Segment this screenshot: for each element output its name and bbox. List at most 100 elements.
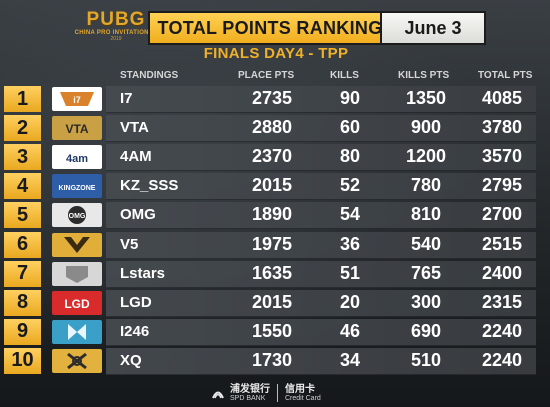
pubg-logo: PUBG CHINA PRO INVITATIONAL 2019 <box>75 2 158 48</box>
top-bar: PUBG CHINA PRO INVITATIONAL 2019 TOTAL P… <box>0 9 550 45</box>
lgd-logo-icon-graphic: LGD <box>64 297 90 311</box>
4am-logo-icon: 4am <box>52 145 102 170</box>
bank-en-text: SPD BANK <box>230 394 266 402</box>
rank-badge: 4 <box>4 173 41 200</box>
rank-number: 9 <box>16 320 29 343</box>
omg-logo-icon-graphic: OMG <box>68 206 86 225</box>
kills: 54 <box>339 204 361 225</box>
row-strip: Lstars 1635 51 765 2400 <box>106 260 536 288</box>
kills-pts: 1350 <box>405 88 447 108</box>
rank-number: 2 <box>16 116 29 139</box>
kills-pts: 690 <box>410 320 442 341</box>
place-pts: 1890 <box>251 204 293 225</box>
table-row: 2 VTA VTA 2880 60 900 3780 <box>0 115 550 143</box>
kills-pts: 810 <box>410 204 442 225</box>
kills: 60 <box>339 117 361 138</box>
total-pts: 4085 <box>481 88 523 108</box>
kills: 20 <box>339 291 361 312</box>
team-name: I246 <box>120 322 150 340</box>
team-name: 4AM <box>120 148 152 166</box>
svg-text:LGD: LGD <box>64 297 90 311</box>
vta-logo-icon: VTA <box>52 116 102 141</box>
rank-badge: 1 <box>4 86 41 112</box>
sponsor-footer: 浦发银行 SPD BANK 信用卡 Credit Card <box>210 381 370 405</box>
i246-logo-icon <box>52 319 102 344</box>
col-standings: STANDINGS <box>120 70 179 81</box>
row-strip: VTA 2880 60 900 3780 <box>106 115 536 143</box>
logo-sub-text: CHINA PRO INVITATIONAL <box>74 29 158 36</box>
lgd-logo-icon: LGD <box>52 290 102 315</box>
kills: 51 <box>339 262 361 283</box>
row-strip: KZ_SSS 2015 52 780 2795 <box>106 173 536 201</box>
kills-pts: 765 <box>410 262 442 283</box>
rank-number: 3 <box>16 145 29 168</box>
table-row: 10 XQ 1730 34 510 2240 <box>0 347 550 375</box>
team-name: KZ_SSS <box>120 177 179 195</box>
table-row: 1 i7 I7 2735 90 1350 4085 <box>0 86 550 113</box>
total-pts: 2795 <box>481 175 523 196</box>
i246-logo-icon-graphic <box>68 323 86 340</box>
logo-main-text: PUBG <box>86 8 146 30</box>
total-pts: 2240 <box>481 320 523 341</box>
svg-text:VTA: VTA <box>65 122 88 136</box>
footer-divider <box>277 384 278 402</box>
total-pts: 3780 <box>481 117 523 138</box>
4am-logo-icon-graphic: 4am <box>66 153 88 165</box>
kills: 36 <box>339 233 361 254</box>
row-strip: V5 1975 36 540 2515 <box>106 231 536 259</box>
rank-number: 8 <box>16 291 29 314</box>
total-pts: 2400 <box>481 262 523 283</box>
table-row: 4 KINGZONE KZ_SSS 2015 52 780 2795 <box>0 173 550 201</box>
row-strip: OMG 1890 54 810 2700 <box>106 202 536 230</box>
table-row: 8 LGD LGD 2015 20 300 2315 <box>0 289 550 317</box>
total-pts: 2240 <box>481 349 523 370</box>
place-pts: 1550 <box>251 320 293 341</box>
rank-badge: 9 <box>4 318 41 345</box>
row-strip: I7 2735 90 1350 4085 <box>106 86 536 113</box>
xq-logo-icon-graphic <box>67 352 87 370</box>
team-name: OMG <box>120 206 156 224</box>
vta-logo-icon-graphic: VTA <box>65 122 88 136</box>
rank-badge: 2 <box>4 115 41 142</box>
team-name: I7 <box>120 90 133 107</box>
i7-logo-icon-graphic: i7 <box>60 92 94 106</box>
table-row: 6 V5 1975 36 540 2515 <box>0 231 550 259</box>
total-pts: 2515 <box>481 233 523 254</box>
total-pts: 2700 <box>481 204 523 225</box>
svg-text:OMG: OMG <box>69 213 86 220</box>
rank-badge: 8 <box>4 289 41 316</box>
v5-logo-icon-graphic <box>64 236 90 253</box>
kz-sss-logo-icon: KINGZONE <box>52 174 102 199</box>
kills: 80 <box>339 146 361 167</box>
kills: 34 <box>339 349 361 370</box>
v5-logo-icon <box>52 232 102 257</box>
rank-number: 1 <box>16 87 29 110</box>
rank-badge: 5 <box>4 202 41 229</box>
lstars-logo-icon-graphic <box>66 265 88 283</box>
rank-badge: 6 <box>4 231 41 258</box>
card-name: 信用卡 Credit Card <box>285 384 321 403</box>
date-text: June 3 <box>404 17 462 38</box>
subtitle-bar: FINALS DAY4 - TPP <box>196 44 356 62</box>
rank-number: 7 <box>16 262 29 285</box>
place-pts: 1975 <box>251 233 293 254</box>
team-name: XQ <box>120 351 142 369</box>
place-pts: 2015 <box>251 175 293 196</box>
col-total-pts: TOTAL PTS <box>478 70 533 81</box>
total-pts: 2315 <box>481 291 523 312</box>
team-name: V5 <box>120 235 139 253</box>
rank-badge: 3 <box>4 144 41 171</box>
kills-pts: 300 <box>410 291 442 312</box>
col-place-pts: PLACE PTS <box>238 70 295 81</box>
table-row: 9 I246 1550 46 690 2240 <box>0 318 550 346</box>
logo-year-text: 2019 <box>110 35 122 42</box>
row-strip: LGD 2015 20 300 2315 <box>106 289 536 317</box>
rank-number: 4 <box>16 174 29 197</box>
col-kills: KILLS <box>330 70 359 81</box>
xq-logo-icon <box>52 348 102 373</box>
kills-pts: 780 <box>410 175 442 196</box>
kills-pts: 540 <box>410 233 442 254</box>
page-title: TOTAL POINTS RANKING <box>157 17 383 38</box>
place-pts: 2370 <box>251 146 293 167</box>
place-pts: 2880 <box>251 117 293 138</box>
